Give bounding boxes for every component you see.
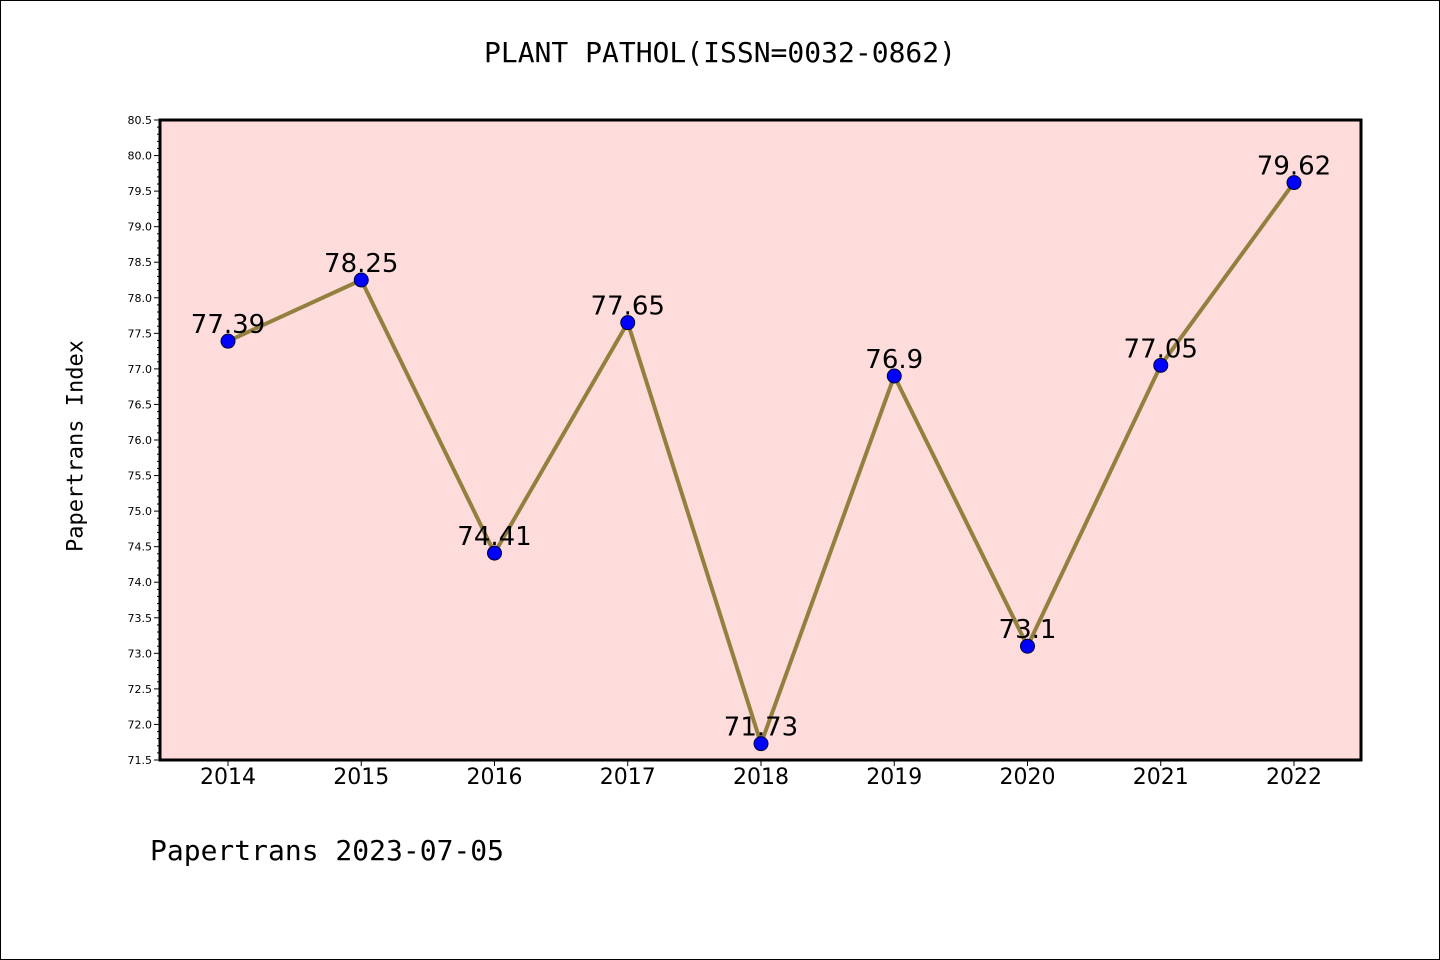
- y-tick-label: 73.0: [128, 647, 153, 660]
- plot-area: [160, 120, 1361, 760]
- data-point: [220, 333, 236, 349]
- x-tick-label: 2021: [1133, 765, 1189, 790]
- data-point: [886, 368, 902, 384]
- chart-title: PLANT PATHOL(ISSN=0032-0862): [483, 36, 956, 69]
- data-point: [353, 272, 369, 288]
- y-tick-label: 74.0: [128, 576, 153, 589]
- data-label: 77.39: [191, 310, 265, 340]
- data-label: 71.73: [724, 713, 798, 743]
- y-tick-label: 76.0: [128, 434, 153, 447]
- data-label: 77.65: [591, 292, 665, 322]
- x-tick-label: 2014: [200, 765, 256, 790]
- y-tick-label: 73.5: [128, 612, 153, 625]
- data-point: [1020, 638, 1035, 654]
- data-label: 74.41: [457, 522, 531, 552]
- data-label: 77.05: [1124, 334, 1198, 364]
- data-point: [753, 736, 769, 752]
- x-axis: 2014 2015 2016 2017 2018 2019 2020 2021 2022: [200, 760, 1322, 790]
- x-tick-label: 2015: [333, 765, 389, 790]
- y-tick-label: 75.0: [128, 505, 153, 518]
- y-tick-label: 80.5: [128, 114, 153, 127]
- y-tick-label: 75.5: [128, 470, 153, 483]
- x-tick-label: 2017: [600, 765, 656, 790]
- y-tick-label: 79.0: [128, 221, 153, 234]
- y-tick-label: 72.5: [128, 683, 153, 696]
- x-tick-label: 2018: [733, 765, 789, 790]
- y-tick-label: 74.5: [128, 541, 153, 554]
- data-point: [1286, 175, 1302, 191]
- y-tick-label: 79.5: [128, 185, 153, 198]
- y-tick-label: 78.0: [128, 292, 153, 305]
- y-tick-label: 80.0: [128, 150, 153, 163]
- data-point: [620, 315, 636, 331]
- data-label: 78.25: [324, 249, 398, 279]
- x-tick-label: 2020: [1000, 765, 1056, 790]
- data-label: 76.9: [865, 345, 923, 375]
- plot-border: [158, 118, 1363, 762]
- y-tick-label: 71.5: [128, 754, 153, 767]
- data-label: 73.1: [999, 615, 1057, 645]
- data-point: [1153, 357, 1169, 373]
- y-tick-label: 77.0: [128, 363, 153, 376]
- y-axis: 71.5 72.0 72.5 73.0 73.5 74.0 74.5 75.0 75.5 76.0…: [128, 114, 160, 767]
- y-tick-label: 72.0: [128, 718, 153, 731]
- footer-caption: Papertrans 2023-07-05: [150, 834, 505, 867]
- y-tick-label: 77.5: [128, 327, 153, 340]
- y-tick-label: 78.5: [128, 256, 153, 269]
- x-tick-label: 2019: [866, 765, 922, 790]
- series-group: 77.39 78.25 74.41 77.65 71.73 76.9 73.1 77.05 79…: [191, 152, 1331, 752]
- data-label: 79.62: [1257, 152, 1331, 182]
- x-tick-label: 2022: [1266, 765, 1322, 790]
- data-point: [487, 545, 502, 561]
- y-tick-label: 76.5: [128, 398, 153, 411]
- x-tick-label: 2016: [467, 765, 523, 790]
